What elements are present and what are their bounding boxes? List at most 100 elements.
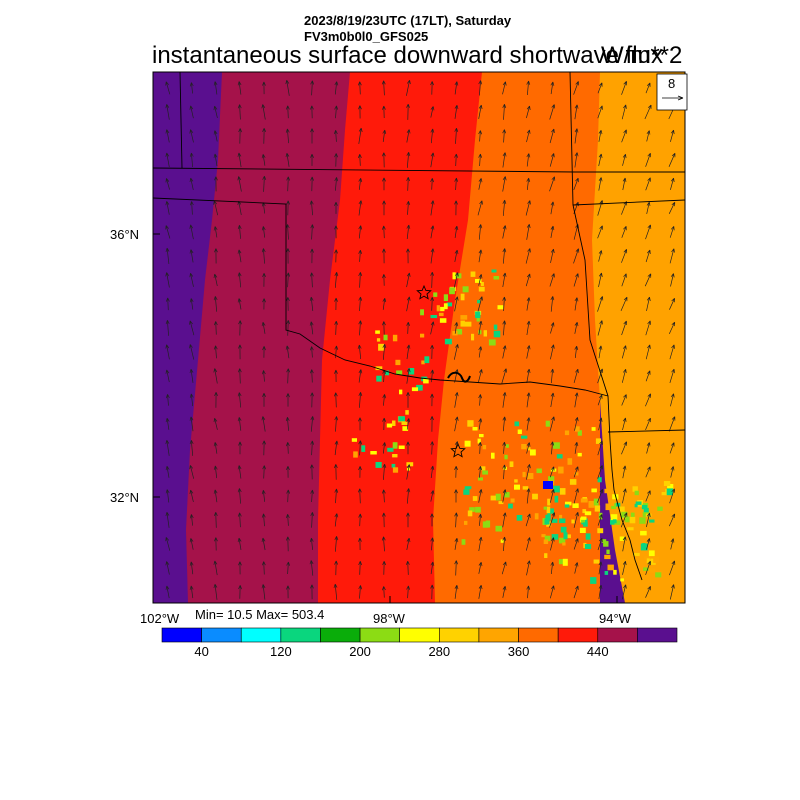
wind-arrow — [189, 201, 194, 215]
wind-arrow — [381, 512, 386, 528]
wind-arrow — [334, 560, 339, 576]
convection-speck — [541, 534, 546, 538]
wind-arrow — [358, 249, 363, 262]
wind-arrow — [598, 417, 603, 431]
wind-arrow — [189, 393, 194, 407]
wind-arrow — [382, 200, 386, 216]
wind-arrow — [502, 81, 507, 95]
convection-speck — [503, 466, 507, 470]
wind-arrow — [189, 224, 194, 240]
wind-arrow — [526, 153, 531, 167]
wind-arrow — [597, 82, 603, 94]
convection-speck — [469, 507, 475, 512]
wind-arrow — [574, 392, 579, 408]
convection-speck — [591, 488, 597, 493]
city-marker-star — [450, 442, 466, 458]
header-model-line: FV3m0b0l0_GFS025 — [304, 29, 429, 44]
convection-speck — [408, 368, 415, 375]
wind-arrow — [213, 489, 218, 503]
convection-speck — [395, 359, 401, 366]
convection-speck — [544, 535, 551, 542]
lon-label-94w: 94°W — [599, 611, 632, 626]
convection-speck — [648, 550, 655, 557]
wind-arrow — [381, 80, 386, 96]
wind-arrow — [502, 296, 507, 312]
field-band-amber — [592, 72, 685, 603]
wind-arrow — [430, 128, 435, 144]
wind-arrow — [286, 176, 291, 192]
wind-arrow — [309, 560, 314, 576]
wind-arrow — [310, 392, 315, 408]
convection-speck — [641, 504, 648, 510]
wind-arrow — [454, 560, 459, 576]
wind-arrow — [310, 440, 315, 456]
convection-speck — [624, 516, 630, 523]
wind-arrow — [382, 274, 386, 286]
wind-arrow — [573, 368, 579, 383]
colorbar-swatch — [240, 627, 282, 643]
wind-arrow — [501, 561, 507, 575]
convection-speck — [517, 429, 522, 434]
wind-arrow — [165, 561, 170, 575]
convection-speck — [597, 477, 602, 483]
convection-speck — [627, 527, 634, 531]
convection-speck — [378, 343, 385, 351]
convection-speck — [471, 333, 475, 341]
wind-arrow — [334, 297, 338, 311]
lon-label-102w: 102°W — [140, 611, 180, 626]
wind-arrow — [261, 154, 266, 166]
wind-arrow — [214, 537, 218, 551]
wind-arrow — [286, 466, 290, 478]
convection-speck — [562, 558, 568, 566]
wind-arrow — [358, 105, 362, 119]
convection-speck — [443, 294, 448, 301]
wind-arrow — [237, 152, 242, 168]
wind-arrow — [213, 200, 219, 216]
wind-arrow — [189, 489, 194, 502]
convection-speck — [646, 558, 650, 564]
wind-arrow — [165, 466, 170, 478]
wind-arrow — [430, 465, 435, 479]
convection-speck — [439, 318, 447, 323]
wind-arrow — [309, 272, 314, 288]
wind-arrow — [262, 393, 266, 407]
convection-speck — [556, 454, 563, 459]
convection-speck — [620, 488, 624, 494]
red-river — [447, 371, 471, 383]
wind-arrow — [310, 464, 314, 480]
wind-arrow — [358, 585, 363, 599]
wind-arrow — [285, 153, 290, 167]
wind-arrow — [478, 249, 483, 263]
wind-arrow — [285, 105, 290, 119]
wind-arrow — [334, 345, 339, 359]
convection-speck — [579, 527, 586, 533]
wind-arrow — [597, 394, 603, 406]
convection-speck — [510, 498, 515, 503]
convection-speck — [478, 330, 482, 335]
convection-speck — [562, 542, 566, 546]
wind-arrow — [213, 130, 218, 142]
wind-arrow — [334, 249, 338, 263]
wind-arrow — [620, 512, 628, 528]
convection-speck — [449, 287, 455, 295]
wind-arrow — [189, 344, 195, 360]
wind-arrow — [358, 537, 362, 551]
wind-arrow — [549, 273, 555, 287]
convection-speck — [584, 544, 592, 549]
wind-arrow — [669, 226, 675, 238]
convection-speck — [532, 493, 538, 500]
convection-speck — [661, 488, 668, 496]
convection-speck — [370, 451, 377, 455]
wind-arrow — [478, 104, 483, 119]
wind-arrow — [310, 224, 315, 240]
wind-arrow — [478, 346, 483, 358]
wind-arrow — [285, 128, 290, 144]
wind-arrow — [597, 296, 604, 312]
wind-arrow — [334, 369, 338, 383]
wind-arrow — [334, 225, 338, 239]
wind-arrow — [334, 272, 339, 288]
convection-speck — [464, 321, 472, 327]
wind-arrow — [646, 201, 651, 214]
convection-speck — [569, 479, 577, 485]
